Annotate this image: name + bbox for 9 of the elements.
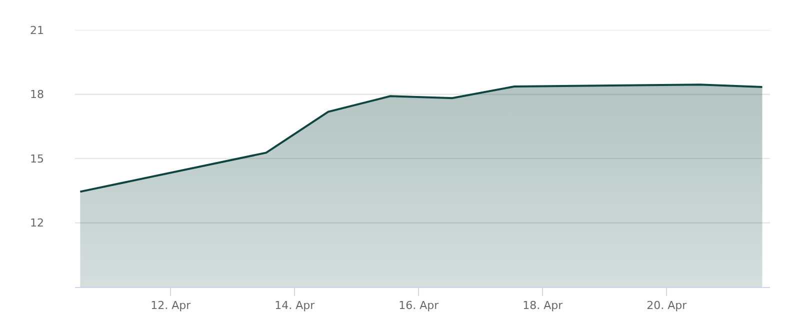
y-tick-label: 18 xyxy=(30,88,44,102)
y-tick-label: 12 xyxy=(30,216,44,230)
x-tick-label: 16. Apr xyxy=(398,299,440,312)
y-tick-label: 21 xyxy=(30,24,44,37)
x-tick-label: 18. Apr xyxy=(522,299,564,312)
x-tick-label: 12. Apr xyxy=(150,299,192,312)
x-tick-label: 20. Apr xyxy=(646,299,688,312)
y-tick-label: 15 xyxy=(30,152,44,166)
x-tick-label: 14. Apr xyxy=(274,299,316,312)
